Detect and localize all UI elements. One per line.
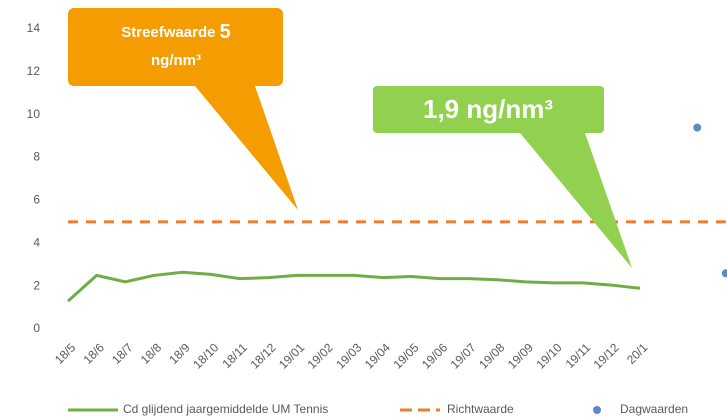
x-tick-label: 18/9	[166, 340, 193, 367]
x-tick-label: 19/09	[505, 340, 536, 371]
y-tick-label: 14	[27, 21, 41, 35]
x-tick-label: 18/10	[190, 340, 221, 371]
callout-text: Streefwaarde	[121, 24, 215, 41]
callout-text: ng/nm³	[151, 52, 201, 69]
legend-label: Richtwaarde	[447, 402, 514, 416]
data-point	[693, 123, 702, 132]
data-point	[721, 269, 727, 278]
callout-pointer	[520, 133, 632, 268]
legend-marker	[593, 406, 601, 414]
x-tick-label: 18/8	[138, 340, 165, 367]
x-tick-label: 19/01	[276, 340, 307, 371]
callout-pointer	[195, 86, 298, 210]
x-tick-label: 19/06	[419, 340, 450, 371]
x-tick-label: 19/04	[362, 340, 393, 371]
x-tick-label: 18/6	[81, 340, 108, 367]
x-tick-label: 19/07	[448, 340, 479, 371]
y-tick-label: 8	[33, 150, 40, 164]
callout-text: 5	[220, 21, 231, 43]
y-tick-label: 12	[27, 64, 41, 78]
x-tick-label: 19/02	[305, 340, 336, 371]
callout-box	[373, 86, 604, 133]
x-tick-label: 18/11	[219, 340, 250, 371]
x-tick-label: 19/10	[533, 340, 564, 371]
x-tick-label: 18/5	[52, 340, 79, 367]
y-tick-label: 6	[33, 193, 40, 207]
x-tick-label: 18/12	[247, 340, 278, 371]
callout-text: 1,9 ng/nm³	[423, 94, 553, 124]
y-tick-label: 10	[27, 107, 41, 121]
x-tick-label: 19/12	[591, 340, 622, 371]
x-tick-label: 19/05	[390, 340, 421, 371]
legend-label: Dagwaarden	[620, 402, 688, 416]
x-tick-label: 19/03	[333, 340, 364, 371]
x-tick-label: 18/7	[109, 340, 136, 367]
x-tick-label: 19/11	[563, 340, 594, 371]
y-tick-label: 0	[33, 321, 40, 335]
x-tick-label: 20/1	[624, 340, 651, 367]
x-tick-label: 19/08	[476, 340, 507, 371]
callout-box	[68, 8, 283, 86]
y-tick-label: 4	[33, 235, 40, 249]
y-tick-label: 2	[33, 278, 40, 292]
data-line	[66, 270, 641, 303]
callout-text: Streefwaarde 5	[121, 21, 231, 43]
legend-label: Cd glijdend jaargemiddelde UM Tennis	[123, 402, 328, 416]
